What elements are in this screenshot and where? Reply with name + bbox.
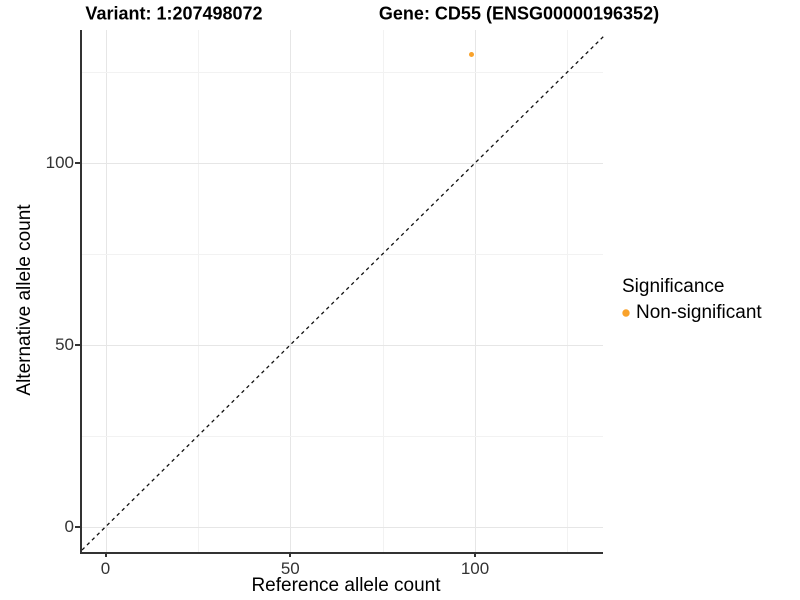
y-gridline-minor-25 — [82, 436, 603, 437]
legend-entry: Non-significant — [622, 302, 762, 324]
y-gridline-major-0 — [82, 527, 603, 528]
x-tick-label: 100 — [460, 559, 490, 578]
y-tick-mark — [75, 344, 80, 346]
y-gridline-minor-125 — [82, 72, 603, 73]
x-gridline-major-100 — [475, 30, 476, 552]
gene-title: Gene: CD55 (ENSG00000196352) — [378, 3, 660, 24]
x-gridline-minor-125 — [567, 30, 569, 552]
x-gridline-minor-75 — [382, 30, 384, 552]
data-point — [468, 51, 474, 57]
legend-marker-icon — [622, 309, 630, 317]
legend-key — [622, 309, 630, 317]
x-gridline-major-0 — [105, 30, 107, 552]
x-tick-mark — [474, 552, 476, 557]
x-tick-label: 0 — [100, 559, 111, 578]
identity-line-layer — [82, 34, 605, 551]
y-gridline-minor-75 — [82, 254, 603, 255]
y-tick-label: 100 — [45, 153, 74, 172]
x-tick-mark — [289, 552, 292, 557]
variant-title: Variant: 1:207498072 — [85, 3, 263, 24]
legend-title: Significance — [622, 276, 725, 297]
y-tick-label: 50 — [55, 335, 74, 354]
x-gridline-major-50 — [290, 30, 292, 552]
x-gridline-minor-25 — [197, 30, 199, 552]
y-gridline-major-50 — [82, 345, 603, 346]
x-tick-mark — [104, 552, 107, 557]
plot-panel: 0 50 100 0 50 100 — [46, 30, 605, 578]
y-tick-mark — [75, 526, 80, 528]
identity-line — [82, 34, 605, 551]
y-tick-label: 0 — [64, 517, 74, 536]
legend: Significance Non-significant — [622, 276, 762, 324]
x-axis-title: Reference allele count — [251, 575, 441, 596]
data-point-layer — [468, 51, 474, 57]
y-axis-title: Alternative allele count — [14, 204, 35, 396]
y-tick-mark — [75, 162, 80, 164]
legend-entry-label: Non-significant — [636, 302, 762, 323]
x-tick-label: 50 — [280, 559, 300, 578]
y-gridline-major-100 — [82, 163, 603, 164]
